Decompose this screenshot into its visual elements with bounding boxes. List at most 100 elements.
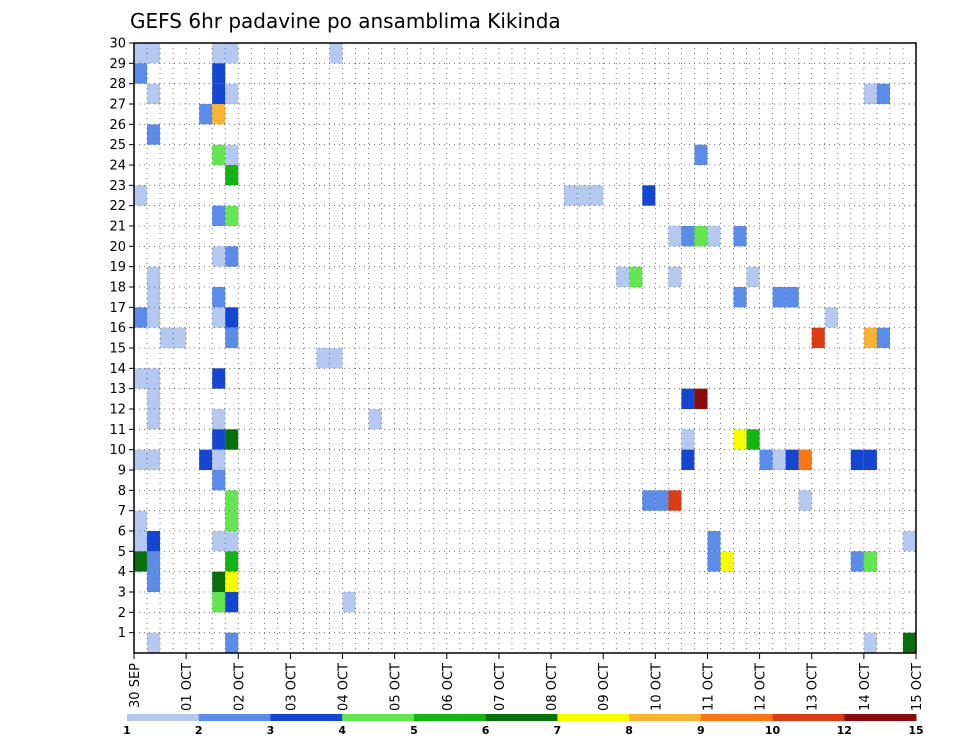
heatmap-cell: [134, 368, 148, 389]
heatmap-cell: [772, 449, 786, 470]
x-tick-label: 03 OCT: [284, 663, 299, 711]
y-tick-label: 20: [109, 240, 126, 255]
heatmap-cell: [225, 246, 239, 267]
y-tick-label: 11: [109, 423, 126, 438]
heatmap-cell: [212, 246, 226, 267]
heatmap-cell: [785, 287, 799, 308]
heatmap-cell: [681, 429, 695, 450]
heatmap-cell: [173, 327, 187, 348]
colorbar-label: 7: [554, 724, 562, 737]
y-tick-label: 24: [109, 159, 126, 174]
heatmap-cell: [681, 226, 695, 247]
heatmap-cell: [212, 144, 226, 165]
y-tick-label: 8: [118, 484, 126, 499]
heatmap-cell: [759, 449, 773, 470]
heatmap-cell: [863, 449, 877, 470]
heatmap-cell: [134, 43, 148, 64]
heatmap-cell: [564, 185, 578, 206]
heatmap-cell: [147, 449, 161, 470]
heatmap-cell: [225, 43, 239, 64]
heatmap-cell: [147, 571, 161, 592]
heatmap-cell: [212, 43, 226, 64]
colorbar-label: 5: [410, 724, 418, 737]
colorbar-label: 15: [908, 724, 923, 737]
x-tick-label: 11 OCT: [701, 663, 716, 711]
heatmap-cell: [668, 226, 682, 247]
x-tick-label: 30 SEP: [128, 663, 143, 708]
heatmap-cell: [681, 449, 695, 470]
heatmap-cell: [212, 449, 226, 470]
heatmap-cell: [212, 368, 226, 389]
heatmap-cell: [863, 327, 877, 348]
x-tick-label: 13 OCT: [806, 663, 821, 711]
y-tick-label: 26: [109, 118, 126, 133]
heatmap-cell: [225, 429, 239, 450]
heatmap-cell: [199, 449, 213, 470]
plot-frame: [133, 42, 917, 654]
heatmap-cell: [147, 409, 161, 430]
heatmap-cell: [212, 470, 226, 491]
heatmap-cell: [147, 287, 161, 308]
y-tick-label: 7: [118, 504, 126, 519]
y-tick-label: 29: [109, 57, 126, 72]
heatmap-cell: [212, 592, 226, 613]
heatmap-cell: [342, 592, 356, 613]
heatmap-cell: [668, 490, 682, 511]
heatmap-cell: [212, 205, 226, 226]
heatmap-cell: [134, 307, 148, 328]
colorbar-segment: [198, 714, 271, 721]
heatmap-cell: [329, 348, 343, 369]
colorbar-label: 10: [765, 724, 781, 737]
cells-layer: [134, 43, 916, 653]
heatmap-cell: [694, 144, 708, 165]
heatmap-cell: [655, 490, 669, 511]
heatmap-cell: [147, 632, 161, 653]
heatmap-cell: [199, 104, 213, 125]
x-tick-label: 06 OCT: [441, 663, 456, 711]
heatmap-cell: [147, 368, 161, 389]
heatmap-cell: [642, 185, 656, 206]
heatmap-cell: [863, 632, 877, 653]
heatmap-cell: [225, 510, 239, 531]
y-tick-label: 30: [109, 37, 126, 52]
x-tick-label: 04 OCT: [337, 663, 352, 711]
y-tick-label: 17: [109, 301, 126, 316]
heatmap-cell: [811, 327, 825, 348]
heatmap-cell: [212, 83, 226, 104]
heatmap-cell: [212, 287, 226, 308]
heatmap-cell: [772, 287, 786, 308]
heatmap-cell: [850, 449, 864, 470]
heatmap-cell: [577, 185, 591, 206]
x-axis: 30 SEP 01 OCT 02 OCT 03 OCT 04 OCT 05 OCT 06 O…: [128, 653, 925, 711]
heatmap-cell: [147, 83, 161, 104]
heatmap-cell: [212, 429, 226, 450]
x-tick-label: 05 OCT: [389, 663, 404, 711]
colorbar-label: 6: [482, 724, 490, 737]
y-axis: 1234567891011121314151617181920212223242…: [109, 37, 134, 641]
heatmap-cell: [785, 449, 799, 470]
heatmap-cell: [147, 531, 161, 552]
y-tick-label: 12: [109, 403, 126, 418]
y-tick-label: 1: [118, 626, 126, 641]
colorbar-label: 2: [195, 724, 203, 737]
y-tick-label: 14: [109, 362, 126, 377]
heatmap-cell: [863, 83, 877, 104]
heatmap-cell: [316, 348, 330, 369]
heatmap-cell: [225, 83, 239, 104]
heatmap-cell: [134, 449, 148, 470]
colorbar-segment: [557, 714, 630, 721]
colorbar-label: 12: [837, 724, 852, 737]
heatmap-cell: [733, 287, 747, 308]
heatmap-cell: [746, 429, 760, 450]
heatmap-cell: [212, 571, 226, 592]
heatmap-cell: [798, 490, 812, 511]
heatmap-cell: [225, 531, 239, 552]
y-tick-label: 23: [109, 179, 126, 194]
x-tick-label: 10 OCT: [649, 663, 664, 711]
colorbar-segment: [844, 714, 917, 721]
heatmap-cell: [681, 388, 695, 409]
y-tick-label: 3: [118, 586, 126, 601]
heatmap-cell: [225, 490, 239, 511]
heatmap-cell: [225, 165, 239, 186]
